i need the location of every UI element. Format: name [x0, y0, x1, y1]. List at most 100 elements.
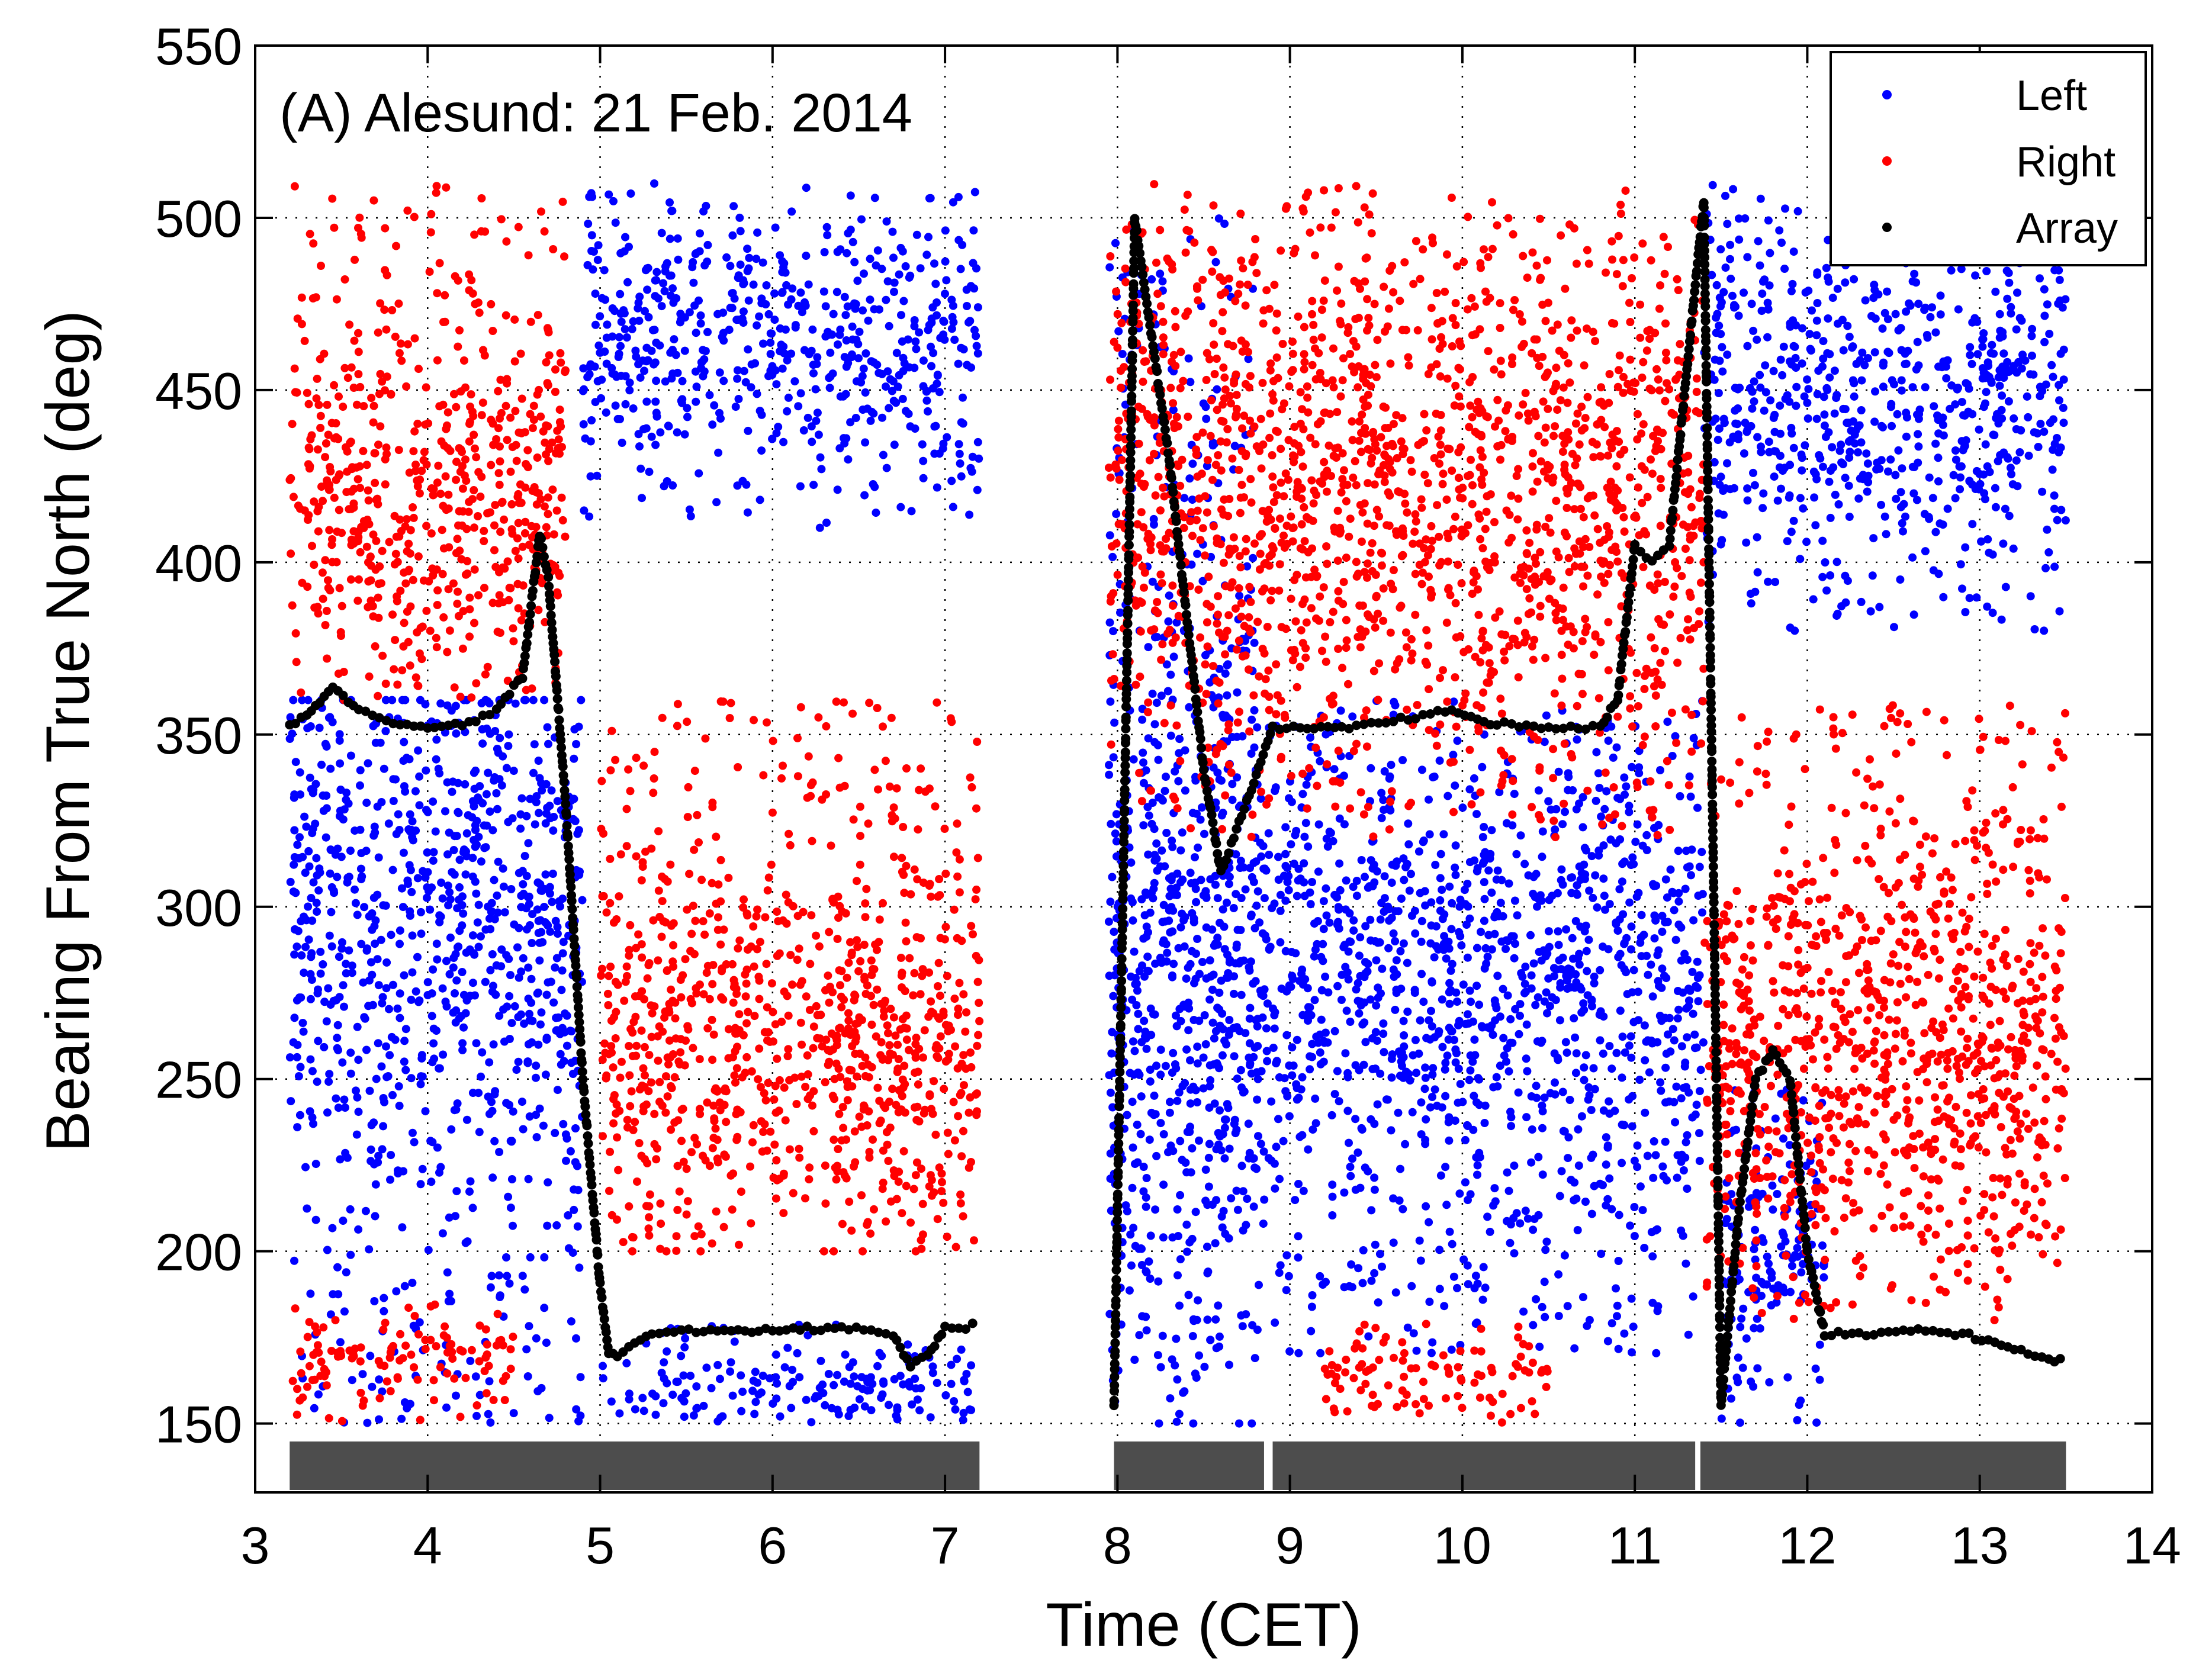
left-point — [562, 1134, 571, 1143]
left-point — [1472, 810, 1481, 819]
left-point — [1897, 346, 1906, 355]
left-point — [1253, 1015, 1262, 1024]
left-point — [947, 1379, 956, 1388]
left-point — [1523, 1214, 1532, 1223]
left-point — [791, 323, 800, 332]
left-point — [1316, 1349, 1325, 1357]
left-point — [1913, 410, 1921, 419]
left-point — [326, 1310, 335, 1319]
left-point — [749, 280, 758, 289]
left-point — [510, 1002, 519, 1011]
left-point — [670, 335, 679, 344]
left-point — [346, 1069, 355, 1078]
left-point — [1192, 897, 1201, 906]
left-point — [1640, 1021, 1649, 1030]
left-point — [1850, 392, 1859, 401]
left-point — [492, 961, 501, 970]
left-point — [540, 903, 549, 911]
left-point — [386, 1175, 394, 1184]
left-point — [1605, 1042, 1614, 1050]
left-point — [1189, 1419, 1198, 1428]
left-point — [381, 696, 390, 704]
left-point — [726, 262, 735, 271]
left-point — [380, 1307, 388, 1315]
left-point — [1890, 623, 1898, 632]
left-point — [1910, 269, 1919, 278]
left-point — [1130, 1356, 1139, 1364]
left-point — [313, 989, 322, 998]
left-point — [455, 1014, 464, 1023]
left-point — [532, 1073, 540, 1082]
left-point — [1182, 974, 1191, 983]
left-point — [1544, 927, 1553, 936]
left-point — [1968, 318, 1977, 327]
left-point — [433, 1143, 442, 1152]
left-point — [451, 1212, 459, 1221]
left-point — [1304, 1145, 1313, 1154]
left-point — [1262, 866, 1271, 875]
left-point — [872, 509, 880, 517]
left-point — [1666, 1047, 1675, 1056]
left-point — [1698, 890, 1707, 899]
left-point — [1239, 863, 1248, 872]
left-point — [1212, 1196, 1221, 1205]
left-point — [719, 308, 728, 317]
right-point — [313, 445, 322, 454]
left-point — [286, 713, 295, 722]
left-point — [1175, 1301, 1184, 1310]
left-point — [757, 446, 766, 455]
left-point — [1348, 712, 1357, 721]
left-point — [528, 1038, 536, 1047]
left-point — [1445, 1227, 1454, 1236]
left-point — [1773, 496, 1782, 505]
left-point — [1428, 1093, 1436, 1101]
left-point — [1393, 970, 1401, 979]
left-point — [882, 295, 890, 304]
left-point — [352, 1130, 361, 1139]
left-point — [783, 407, 792, 416]
left-point — [1482, 959, 1491, 968]
left-point — [789, 1378, 797, 1386]
left-point — [374, 1151, 383, 1160]
left-point — [966, 464, 975, 472]
left-point — [458, 892, 467, 901]
left-point — [1770, 410, 1779, 419]
left-point — [631, 1405, 639, 1414]
left-point — [534, 1040, 543, 1049]
left-point — [878, 413, 886, 422]
left-point — [502, 951, 511, 960]
left-point — [1152, 699, 1161, 707]
left-point — [1633, 1163, 1642, 1172]
left-point — [406, 907, 414, 916]
left-point — [1196, 815, 1205, 824]
left-point — [820, 248, 829, 256]
left-point — [1198, 803, 1206, 812]
left-point — [579, 420, 588, 429]
left-point — [1156, 1363, 1165, 1372]
left-point — [1162, 829, 1171, 837]
left-point — [471, 842, 480, 851]
left-point — [541, 1070, 550, 1079]
left-point — [378, 993, 387, 1002]
left-point — [334, 1290, 343, 1299]
left-point — [1457, 941, 1466, 950]
left-point — [426, 905, 435, 914]
left-point — [1845, 333, 1854, 341]
left-point — [900, 359, 909, 368]
left-point — [400, 1037, 409, 1045]
left-point — [1192, 1373, 1201, 1382]
left-point — [1787, 287, 1796, 295]
left-point — [333, 1263, 342, 1272]
left-point — [1673, 1173, 1681, 1182]
right-point — [406, 661, 414, 670]
left-point — [1127, 858, 1136, 867]
left-point — [1674, 1005, 1683, 1014]
left-point — [1202, 414, 1211, 423]
left-point — [1417, 765, 1426, 774]
left-point — [1349, 916, 1358, 925]
left-point — [1206, 972, 1215, 981]
left-point — [1786, 357, 1794, 366]
left-point — [1150, 1091, 1159, 1100]
left-point — [455, 883, 464, 892]
left-point — [1389, 1238, 1398, 1247]
